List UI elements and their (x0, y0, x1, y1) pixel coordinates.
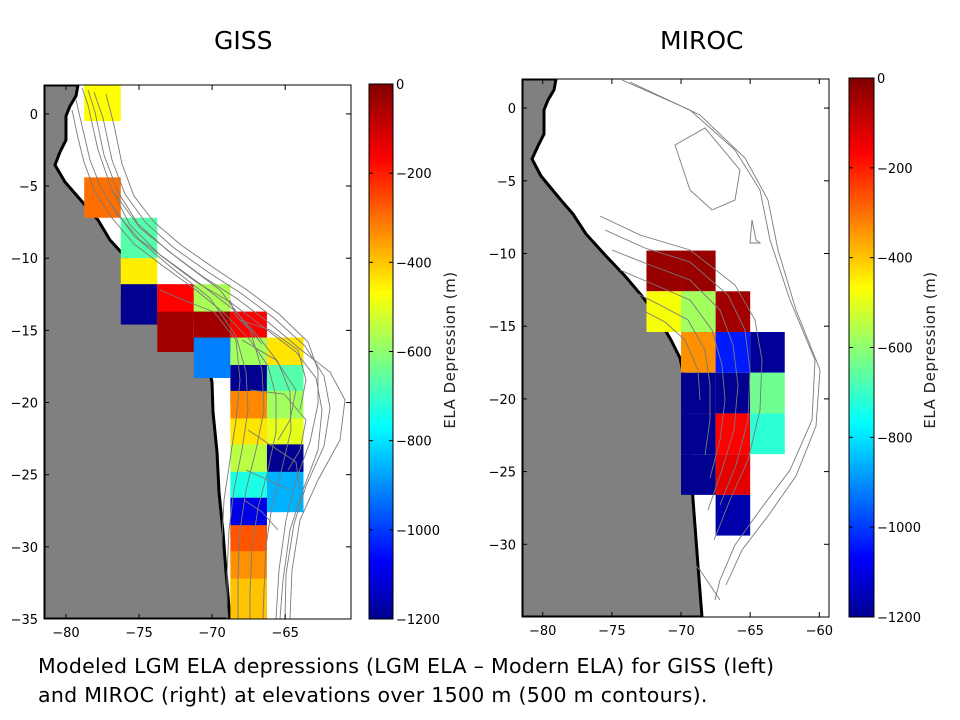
miroc-y-tick-label: −20 (489, 393, 516, 408)
miroc-y-tick-label: 0 (508, 102, 516, 117)
miroc-heatmap-cell (715, 494, 751, 536)
miroc-y-tick-label: −30 (489, 538, 516, 553)
giss-heatmap-cell (120, 284, 158, 325)
giss-x-tick-label: −80 (52, 626, 79, 640)
miroc-colorbar-tick-label: −800 (877, 431, 913, 446)
miroc-heatmap-cell (646, 250, 682, 292)
giss-colorbar-label: ELA Depression (m) (441, 271, 459, 428)
giss-heatmap-cell (157, 311, 194, 352)
miroc-heatmap-cell (681, 250, 716, 292)
giss-x-tick-label: −75 (125, 626, 152, 640)
giss-axis-ticks: −80 −75 −70 −65 0 −5 −10 −15 −20 −25 −30 −35 (11, 85, 351, 640)
miroc-y-tick-label: −10 (489, 247, 516, 262)
miroc-ocean-landmask (522, 79, 704, 617)
miroc-colorbar-tick-label: −400 (877, 252, 913, 267)
miroc-x-tick-label: −75 (598, 624, 625, 639)
miroc-heatmap-cell (750, 372, 785, 414)
giss-colorbar-tick-label: −1000 (396, 524, 440, 539)
giss-y-tick-label: −30 (11, 541, 38, 556)
giss-colorbar-tick-label: −200 (396, 167, 432, 182)
miroc-axes-frame (521, 78, 830, 618)
figure-canvas: −80 −75 −70 −650−5−10−15−20−25−30−35 −80 −7 (11, 72, 939, 640)
miroc-colorbar-tick-label: −1200 (877, 611, 921, 626)
giss-colorbar-tick-label: 0 (396, 78, 404, 93)
figure-caption: Modeled LGM ELA depressions (LGM ELA – M… (38, 652, 953, 710)
miroc-elevation-contours (539, 79, 821, 601)
miroc-colorbar-tick-label: 0 (877, 72, 885, 87)
giss-colorbar-tick-label: −400 (396, 256, 432, 271)
giss-colorbar-tick-label: −800 (396, 435, 432, 450)
giss-elevation-contours (71, 87, 346, 619)
miroc-heatmap-cell (646, 291, 682, 333)
giss-y-tick-label: −10 (11, 252, 38, 267)
giss-x-tick-label: −70 (198, 626, 225, 640)
miroc-map-panel: −80 −75 −70 −65 −60 0 −5 −10 −15 −20 −25 −30 (489, 78, 833, 639)
miroc-panel-title: MIROC (660, 26, 744, 55)
miroc-heatmap-cell (681, 454, 716, 495)
miroc-heatmap-cell (750, 413, 785, 455)
miroc-colorbar-tick-label: −600 (877, 342, 913, 357)
caption-line-2: and MIROC (right) at elevations over 150… (38, 683, 708, 707)
giss-heatmap-cell (84, 85, 121, 122)
miroc-y-tick-label: −25 (489, 466, 516, 481)
miroc-y-tick-label: −15 (489, 320, 516, 335)
giss-heatmap-cell (193, 337, 231, 378)
miroc-heatmap-cell (715, 372, 751, 414)
miroc-x-tick-label: −70 (667, 624, 694, 639)
miroc-colorbar: 0 −200 −400 −600 −800 −1000 −1200 ELA Depressio… (848, 72, 939, 626)
miroc-colorbar-tick-label: −200 (877, 162, 913, 177)
giss-y-tick-label: −25 (11, 469, 38, 484)
miroc-y-tick-label: −5 (497, 175, 516, 190)
miroc-heatmap-cell (715, 332, 751, 373)
giss-heatmap-cell (230, 578, 267, 619)
miroc-x-tick-label: −60 (806, 624, 833, 639)
miroc-heatmap-cell (715, 291, 751, 333)
giss-y-tick-label: −15 (11, 324, 38, 339)
giss-map-panel: −80 −75 −70 −65 0 −5 −10 −15 −20 −25 −30 −35 (11, 84, 352, 640)
miroc-heatmap-cell (750, 332, 785, 373)
giss-colorbar: 0 −200 −400 −600 −800 −1000 −1200 ELA Depressio… (368, 78, 459, 628)
miroc-axis-ticks: −80 −75 −70 −65 −60 0 −5 −10 −15 −20 −25 −30 (489, 79, 833, 639)
miroc-x-tick-label: −65 (736, 624, 763, 639)
giss-colorbar-tick-label: −600 (396, 346, 432, 361)
giss-heatmap-cell (266, 471, 304, 513)
caption-line-1: Modeled LGM ELA depressions (LGM ELA – M… (38, 654, 775, 678)
miroc-heatmap-cell (715, 454, 751, 495)
miroc-colorbar-tick-label: −1000 (877, 521, 921, 536)
miroc-x-tick-label: −80 (529, 624, 556, 639)
giss-y-tick-label: −20 (11, 397, 38, 412)
giss-panel-title: GISS (214, 26, 273, 55)
giss-x-tick-label: −65 (271, 626, 298, 640)
miroc-colorbar-label: ELA Depression (m) (921, 271, 939, 428)
giss-colorbar-tick-label: −1200 (396, 613, 440, 628)
giss-axes-frame (43, 84, 352, 620)
giss-y-tick-label: −5 (19, 180, 38, 195)
giss-y-tick-label: −35 (11, 613, 38, 628)
giss-y-tick-label: 0 (30, 108, 38, 123)
